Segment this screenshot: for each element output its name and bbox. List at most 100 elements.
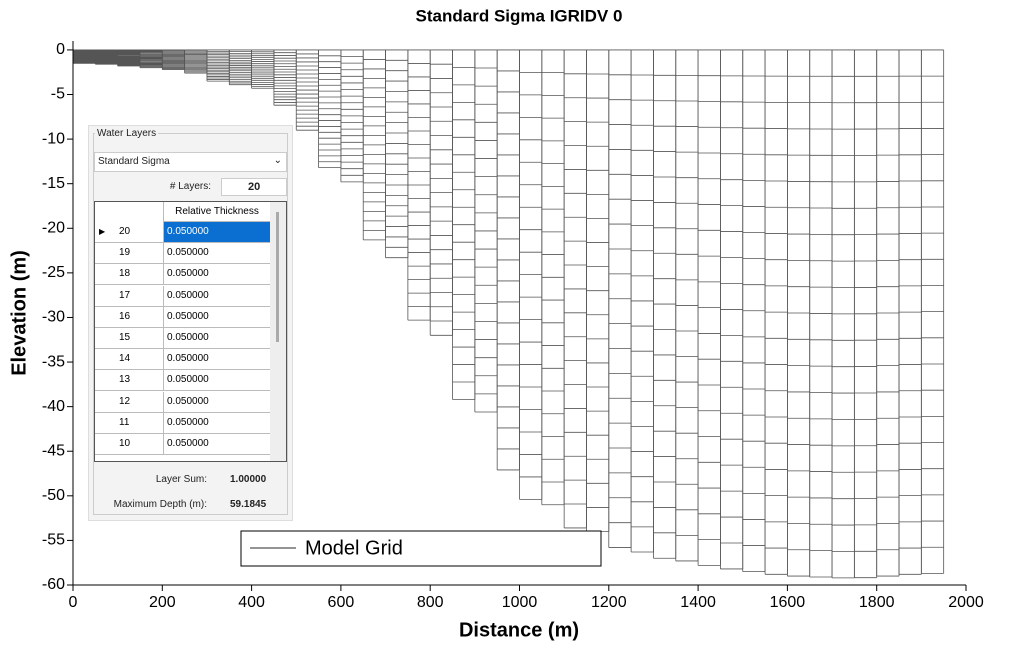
grid-column <box>385 49 409 259</box>
row-indicator <box>95 243 115 265</box>
x-tick-label: 1800 <box>859 594 895 611</box>
row-indicator <box>95 349 115 371</box>
row-number: 11 <box>115 413 163 434</box>
grid-column <box>653 49 677 559</box>
water-layers-panel: Water Layers Standard Sigma ⌄ # Layers: … <box>88 125 293 521</box>
y-tick-label: -60 <box>42 576 65 593</box>
row-thickness: 0.050000 <box>163 264 270 286</box>
row-number: 13 <box>115 370 163 392</box>
grid-column <box>697 49 721 566</box>
y-tick-label: -15 <box>42 175 65 192</box>
y-tick-label: -20 <box>42 219 65 236</box>
grid-column <box>853 49 878 579</box>
row-number: 16 <box>115 307 163 328</box>
grid-column <box>541 49 565 506</box>
grid-column <box>519 49 543 500</box>
row-thickness: 0.050000 <box>163 243 270 265</box>
group-title: Water Layers <box>95 128 159 139</box>
grid-column <box>720 49 744 570</box>
grid-column <box>429 49 453 336</box>
row-thickness: 0.050000 <box>163 328 270 349</box>
grid-column <box>161 49 186 70</box>
row-indicator <box>95 434 115 455</box>
grid-column <box>407 49 431 321</box>
row-thickness: 0.050000 <box>163 370 270 392</box>
y-axis-label: Elevation (m) <box>8 250 30 376</box>
legend-box <box>240 530 602 567</box>
layer-table: Relative Thickness ▶ 20 0.050000 19 0.050000… <box>94 201 287 462</box>
grid-column <box>809 49 833 578</box>
grid-column <box>630 49 654 553</box>
max-depth-label: Maximum Depth (m): <box>113 499 207 510</box>
x-tick-label: 800 <box>417 594 444 611</box>
row-indicator <box>95 264 115 286</box>
table-header: Relative Thickness <box>163 202 270 222</box>
layers-label: # Layers: <box>169 181 211 192</box>
dropdown[interactable]: Standard Sigma ⌄ <box>94 152 287 172</box>
y-tick-label: -40 <box>42 398 65 415</box>
row-number: 10 <box>115 434 163 455</box>
grid-column <box>675 49 699 562</box>
grid-column <box>742 49 766 573</box>
x-tick-label: 1400 <box>680 594 716 611</box>
y-tick-label: -45 <box>42 442 65 459</box>
grid-column <box>474 49 498 413</box>
y-tick-label: -30 <box>42 309 65 326</box>
grid-column <box>362 49 386 241</box>
row-number: 18 <box>115 264 163 286</box>
row-number: 19 <box>115 243 163 265</box>
y-tick-label: -10 <box>42 130 65 147</box>
y-tick-label: -55 <box>42 532 65 549</box>
layers-input[interactable]: 20 <box>221 178 287 196</box>
grid-column <box>898 49 922 575</box>
grid-column <box>452 49 476 400</box>
dropdown-text: Standard Sigma <box>98 156 170 167</box>
grid-column <box>139 49 163 69</box>
x-tick-label: 0 <box>69 594 78 611</box>
grid-column <box>496 49 520 471</box>
x-tick-label: 1600 <box>770 594 806 611</box>
max-depth: 59.1845 <box>230 499 267 510</box>
grid-column <box>318 49 342 169</box>
row-indicator <box>95 307 115 328</box>
dropdown-arrow: ⌄ <box>273 155 282 166</box>
layer-sum: 1.00000 <box>230 474 267 485</box>
row-thickness: 0.050000 <box>163 306 270 328</box>
grid-column <box>94 49 119 65</box>
grid-column <box>251 49 275 89</box>
grid-column <box>184 49 208 74</box>
y-tick-label: -5 <box>51 86 65 103</box>
row-indicator <box>95 286 115 307</box>
grid-column <box>228 49 252 86</box>
grid-column <box>608 49 632 548</box>
row-number: 14 <box>115 349 163 371</box>
x-tick-label: 400 <box>238 594 265 611</box>
scrollbar[interactable] <box>270 202 286 461</box>
row-thickness: 0.050000 <box>163 285 270 307</box>
y-tick-label: -25 <box>42 264 65 281</box>
grid-column <box>295 49 319 131</box>
grid-column <box>72 49 96 64</box>
layers-value: 20 <box>248 181 261 193</box>
row-thickness: 0.050000 <box>163 412 270 434</box>
chart-title: Standard Sigma IGRIDV 0 <box>416 6 623 25</box>
x-tick-label: 2000 <box>948 594 984 611</box>
row-indicator <box>95 413 115 434</box>
grid-column <box>340 49 364 183</box>
x-tick-label: 200 <box>149 594 176 611</box>
row-thickness: 0.050000 <box>163 349 270 371</box>
y-tick-label: -35 <box>42 353 65 370</box>
grid-column <box>563 49 587 529</box>
layer-sum-label: Layer Sum: <box>155 474 207 485</box>
row-number: 17 <box>115 286 163 307</box>
row-indicator <box>95 370 115 392</box>
row-indicator: ▶ <box>95 222 115 243</box>
y-tick-label: -50 <box>42 487 65 504</box>
grid-column <box>920 49 945 574</box>
x-axis-label: Distance (m) <box>459 619 579 641</box>
y-tick-label: 0 <box>56 41 65 58</box>
row-indicator <box>95 392 115 413</box>
row-thickness: 0.050000 <box>163 222 270 243</box>
